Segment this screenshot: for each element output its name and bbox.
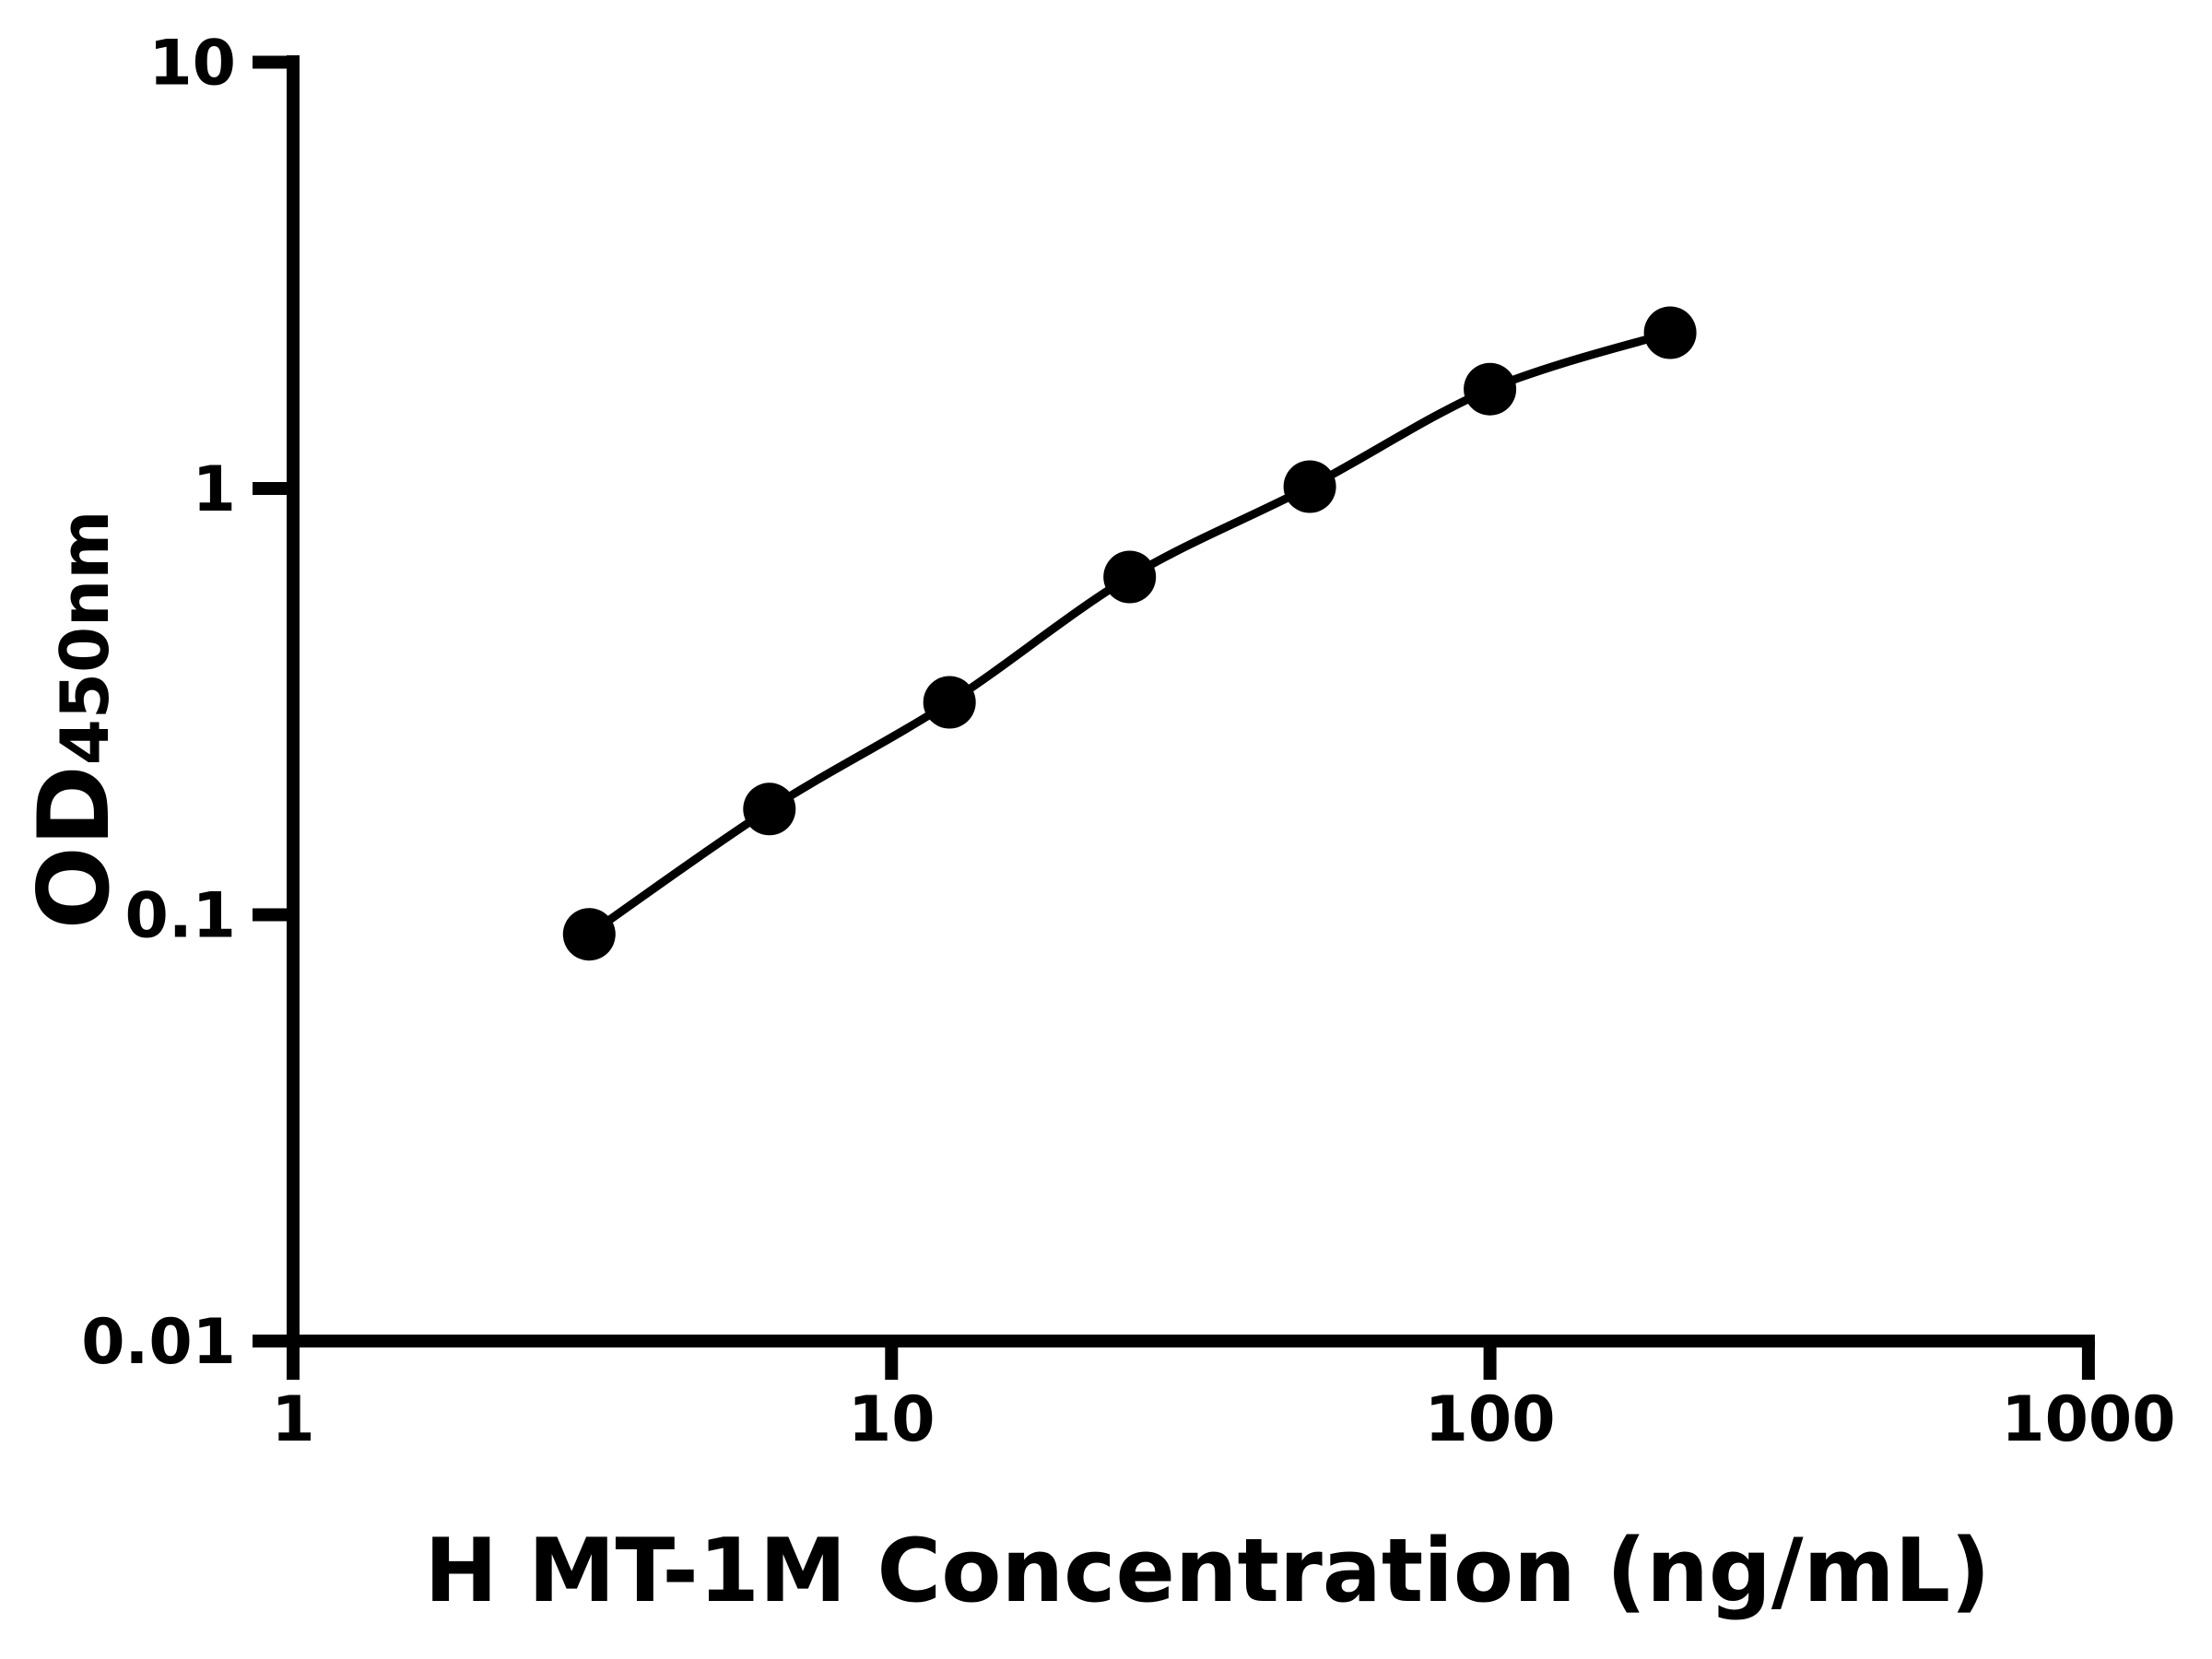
tick-marks-group [253, 55, 2095, 1380]
tick-labels-group: 0.01 0.1 1 10 1 10 100 1000 [81, 28, 2175, 1457]
data-series-group [562, 306, 1697, 961]
data-point-marker [743, 782, 796, 836]
data-point-marker [1103, 550, 1157, 604]
data-point-marker [923, 676, 976, 729]
y-tick-label: 0.01 [81, 1306, 236, 1379]
axes-group [287, 55, 2095, 1347]
x-tick-label: 1 [271, 1383, 314, 1456]
y-tick-label: 10 [148, 28, 236, 100]
y-tick-label: 1 [193, 453, 236, 526]
data-point-marker [1643, 306, 1697, 359]
y-axis-title: OD450nm [18, 511, 131, 930]
y-tick-label: 0.1 [125, 880, 236, 953]
data-point-marker [562, 908, 616, 961]
x-tick-label: 100 [1425, 1383, 1556, 1456]
x-tick-label: 1000 [2001, 1383, 2175, 1456]
x-tick-label: 10 [848, 1383, 935, 1456]
standard-curve-line [586, 328, 1672, 938]
y-axis-title-main: OD [18, 765, 131, 929]
data-point-marker [1464, 362, 1517, 416]
data-point-marker [1283, 460, 1336, 513]
x-axis-title: H MT-1M Concentration (ng/mL) [424, 1521, 1990, 1622]
y-axis-title-subscript: 450nm [46, 511, 124, 766]
